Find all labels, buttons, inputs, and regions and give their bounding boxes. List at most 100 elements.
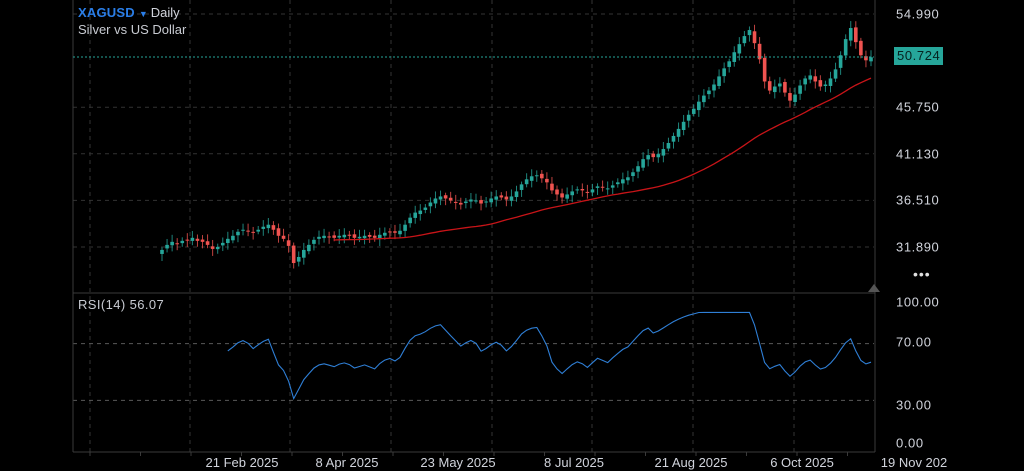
candle-body (170, 241, 174, 246)
candle-body (798, 85, 802, 94)
candle-body (843, 39, 848, 56)
candle-body (838, 55, 843, 68)
candle-body (722, 68, 726, 77)
candle-body (702, 95, 706, 103)
candle-body (621, 179, 625, 184)
candle-body (226, 238, 230, 244)
candle-body (742, 36, 747, 44)
candle-body (464, 201, 468, 204)
candle-body (160, 249, 164, 254)
candle-body (246, 230, 250, 232)
candle-body (281, 235, 286, 239)
candle-body (555, 189, 559, 195)
symbol-description: Silver vs US Dollar (78, 22, 187, 37)
candle-body (808, 75, 813, 80)
candle-body (443, 195, 448, 199)
candle-body (767, 81, 772, 91)
candle-body (717, 76, 721, 87)
candle-body (783, 82, 787, 93)
candle-body (418, 210, 423, 215)
candle-body (762, 57, 767, 82)
candle-body (433, 198, 438, 204)
time-axis-label: 23 May 2025 (420, 455, 496, 470)
candle-body (712, 84, 716, 91)
candle-body (220, 242, 225, 246)
price-axis-label: 41.130 (896, 146, 940, 162)
candle-body (408, 217, 412, 224)
candle-body (438, 196, 443, 200)
candle-body (793, 94, 797, 103)
rsi-axis-label: 0.00 (896, 435, 924, 451)
candle-body (519, 184, 524, 190)
candle-body (337, 235, 342, 238)
candle-body (458, 202, 463, 205)
candle-body (788, 93, 792, 101)
candle-body (656, 154, 661, 158)
candle-body (215, 246, 220, 250)
candle-body (575, 189, 580, 191)
candle-body (707, 90, 711, 95)
candle-body (312, 239, 316, 244)
candle-body (302, 249, 306, 258)
candle-body (590, 189, 595, 193)
candle-body (641, 159, 645, 168)
candle-body (185, 239, 190, 241)
candle-body (565, 194, 569, 199)
candle-body (317, 236, 321, 239)
candle-body (676, 128, 681, 137)
candle-body (195, 238, 200, 241)
candle-body (818, 80, 823, 87)
candle-body (697, 101, 701, 111)
moving-average-line (334, 77, 872, 241)
candle-body (372, 235, 377, 238)
candle-body (514, 191, 519, 198)
time-axis-label: 6 Oct 2025 (770, 455, 834, 470)
candle-body (388, 231, 392, 233)
candle-body (413, 212, 418, 218)
candle-body (357, 236, 362, 239)
candle-body (595, 186, 600, 188)
candle-body (296, 256, 301, 262)
candle-body (489, 198, 493, 203)
candle-body (180, 240, 185, 244)
candle-body (803, 78, 807, 85)
rsi-axis-label: 100.00 (896, 294, 940, 310)
candle-body (560, 193, 564, 198)
candle-body (383, 232, 387, 236)
candle-body (600, 186, 605, 188)
symbol-button[interactable]: XAGUSD (78, 5, 135, 20)
candle-body (833, 69, 838, 79)
symbol-dropdown-icon[interactable]: ▼ (138, 9, 148, 19)
candle-body (484, 201, 488, 203)
candle-body (286, 240, 291, 246)
candle-body (231, 235, 235, 241)
candle-body (256, 229, 261, 232)
candle-body (671, 135, 676, 142)
time-axis-label: 19 Nov 202 (880, 455, 948, 470)
candle-body (347, 234, 352, 236)
candle-body (494, 196, 499, 200)
candle-body (499, 195, 504, 198)
interval-label[interactable]: Daily (150, 5, 180, 20)
candle-body (631, 172, 635, 177)
candle-body (529, 176, 534, 181)
scroll-to-latest-icon (868, 284, 880, 292)
candle-body (854, 27, 858, 43)
candle-body (605, 188, 610, 190)
more-options-icon[interactable]: ••• (913, 266, 931, 282)
candle-body (276, 228, 281, 236)
candle-body (403, 224, 407, 231)
candle-body (200, 239, 205, 242)
candle-body (469, 199, 473, 202)
candle-body (772, 86, 777, 93)
candle-body (550, 183, 554, 191)
candle-body (428, 202, 433, 207)
price-axis-label: 36.510 (896, 192, 940, 208)
candle-body (691, 108, 696, 114)
candle-body (651, 153, 656, 158)
candle-body (615, 182, 620, 185)
symbol-legend: XAGUSD ▼ Daily Silver vs US Dollar (78, 5, 186, 38)
candle-body (813, 76, 818, 82)
